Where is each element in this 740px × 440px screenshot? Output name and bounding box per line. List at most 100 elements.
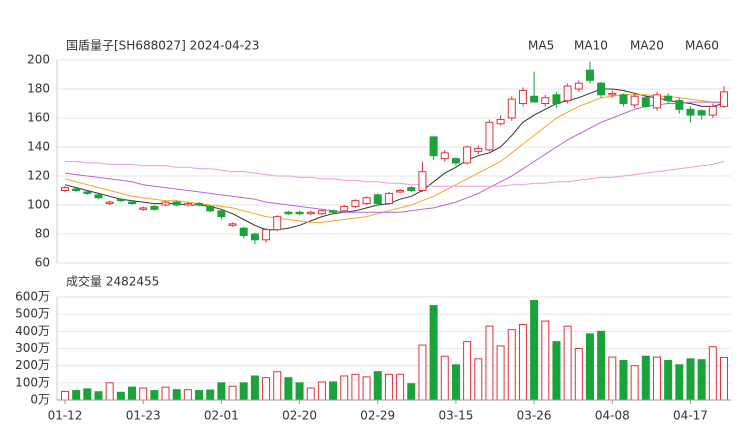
candle-body — [675, 100, 684, 110]
volume-bar — [720, 356, 728, 401]
volume-bar — [585, 333, 594, 401]
volume-bar — [463, 341, 472, 401]
candle-body — [641, 97, 650, 107]
legend-item: MA60 — [685, 39, 719, 53]
volume-bar — [351, 373, 360, 401]
ma-line — [64, 88, 725, 231]
legend-item: MA10 — [574, 39, 608, 53]
x-tick-label: 03-15 — [438, 409, 473, 423]
volume-bar — [206, 389, 215, 401]
candle-body — [373, 194, 382, 205]
volume-bar — [128, 386, 137, 401]
candle-body — [284, 211, 293, 215]
candle-body — [239, 227, 248, 236]
candle-body — [429, 136, 438, 157]
volume-bar — [708, 346, 717, 401]
volume-bar — [407, 383, 416, 401]
volume-bar — [116, 391, 125, 401]
volume-bar — [686, 358, 695, 401]
volume-bar — [362, 376, 371, 401]
volume-bar — [641, 355, 650, 401]
candle-body — [228, 223, 237, 226]
volume-bar — [295, 382, 304, 401]
volume-bar — [83, 388, 92, 401]
candle-body — [552, 94, 561, 105]
candle-body — [351, 200, 360, 207]
candle-body — [161, 201, 170, 206]
volume-bar — [373, 371, 382, 401]
volume-bar — [541, 320, 550, 401]
x-tick-label: 01-12 — [48, 409, 83, 423]
volume-bar — [574, 348, 583, 401]
y-tick-label: 500万 — [15, 307, 50, 321]
y-tick-label: 0万 — [30, 393, 50, 407]
candle-body — [686, 108, 695, 116]
volume-bar — [552, 341, 561, 401]
candle-body — [105, 201, 114, 205]
candle-body — [150, 205, 159, 210]
volume-bar — [440, 355, 449, 401]
candle-body — [262, 229, 271, 241]
volume-bar — [228, 385, 237, 401]
candle-body — [172, 201, 181, 206]
candle-body — [440, 152, 449, 160]
candle-body — [496, 118, 505, 125]
y-tick-label: 400万 — [15, 324, 50, 338]
x-tick-label: 04-17 — [673, 409, 708, 423]
candle-body — [317, 210, 326, 215]
x-tick-label: 02-29 — [360, 409, 395, 423]
volume-bar — [396, 373, 405, 401]
ma-line — [65, 161, 725, 187]
y-tick-label: 200万 — [15, 358, 50, 372]
candle-body — [608, 92, 617, 96]
volume-bar — [306, 387, 315, 401]
volume-bar — [518, 323, 527, 401]
volume-bar — [239, 382, 248, 401]
volume-bar — [284, 377, 293, 401]
legend-item: MA5 — [528, 39, 554, 53]
y-tick-label: 80 — [35, 227, 50, 241]
volume-bar — [161, 386, 170, 401]
volume-bar — [195, 390, 204, 401]
x-tick-label: 01-23 — [126, 409, 161, 423]
volume-bar — [675, 364, 684, 401]
candle-body — [295, 211, 304, 215]
volume-bar — [563, 325, 572, 401]
volume-bar — [597, 330, 606, 401]
candle-body — [72, 188, 81, 192]
candle-body — [574, 82, 583, 90]
x-tick-label: 02-01 — [204, 409, 239, 423]
volume-bar — [530, 299, 539, 401]
volume-bar — [72, 390, 81, 401]
volume-bar — [262, 377, 271, 401]
volume-bar — [217, 382, 226, 401]
candle-body — [206, 205, 215, 212]
volume-bar — [485, 325, 494, 401]
candle-body — [61, 187, 69, 192]
volume-bar — [273, 371, 282, 401]
candle-body — [652, 94, 661, 109]
volume-bar — [139, 387, 148, 401]
y-tick-label: 300万 — [15, 341, 50, 355]
ma-line — [64, 94, 725, 223]
volume-bar — [619, 360, 628, 401]
candle-body — [541, 97, 550, 104]
candle-body — [396, 190, 405, 193]
candle-body — [530, 95, 539, 103]
candle-body — [418, 171, 427, 191]
candle-body — [708, 105, 717, 116]
candle-body — [384, 192, 393, 205]
candle-body — [585, 69, 594, 81]
y-tick-label: 100 — [27, 198, 50, 212]
volume-bar — [340, 375, 349, 401]
candle-body — [597, 82, 606, 96]
volume-bar — [451, 364, 460, 401]
candle-body — [340, 205, 349, 212]
y-tick-label: 600万 — [15, 290, 50, 304]
candle-body — [619, 94, 628, 105]
y-tick-label: 60 — [35, 256, 50, 270]
y-tick-label: 120 — [27, 169, 50, 183]
candle-body — [697, 110, 706, 116]
candle-body — [518, 89, 527, 104]
candle-body — [116, 198, 125, 202]
